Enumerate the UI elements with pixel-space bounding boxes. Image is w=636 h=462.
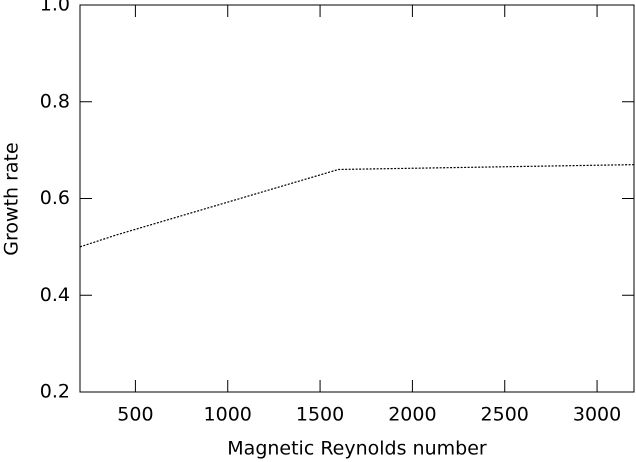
x-tick-label: 1500: [296, 404, 344, 426]
y-axis-label: Growth rate: [1, 142, 23, 255]
y-tick-label: 0.6: [40, 187, 70, 209]
data-line: [79, 164, 635, 248]
plot-frame: [79, 4, 635, 393]
x-axis-label: Magnetic Reynolds number: [227, 438, 487, 460]
y-tick-label: 1.0: [40, 0, 70, 16]
x-tick-label: 1000: [204, 404, 252, 426]
x-tick-label: 2500: [481, 404, 529, 426]
x-tick-label: 500: [117, 404, 153, 426]
y-tick-label: 0.2: [40, 381, 70, 403]
y-tick-label: 0.4: [40, 284, 70, 306]
x-tick-label: 2000: [388, 404, 436, 426]
x-tick-label: 3000: [573, 404, 621, 426]
y-tick-label: 0.8: [40, 90, 70, 112]
